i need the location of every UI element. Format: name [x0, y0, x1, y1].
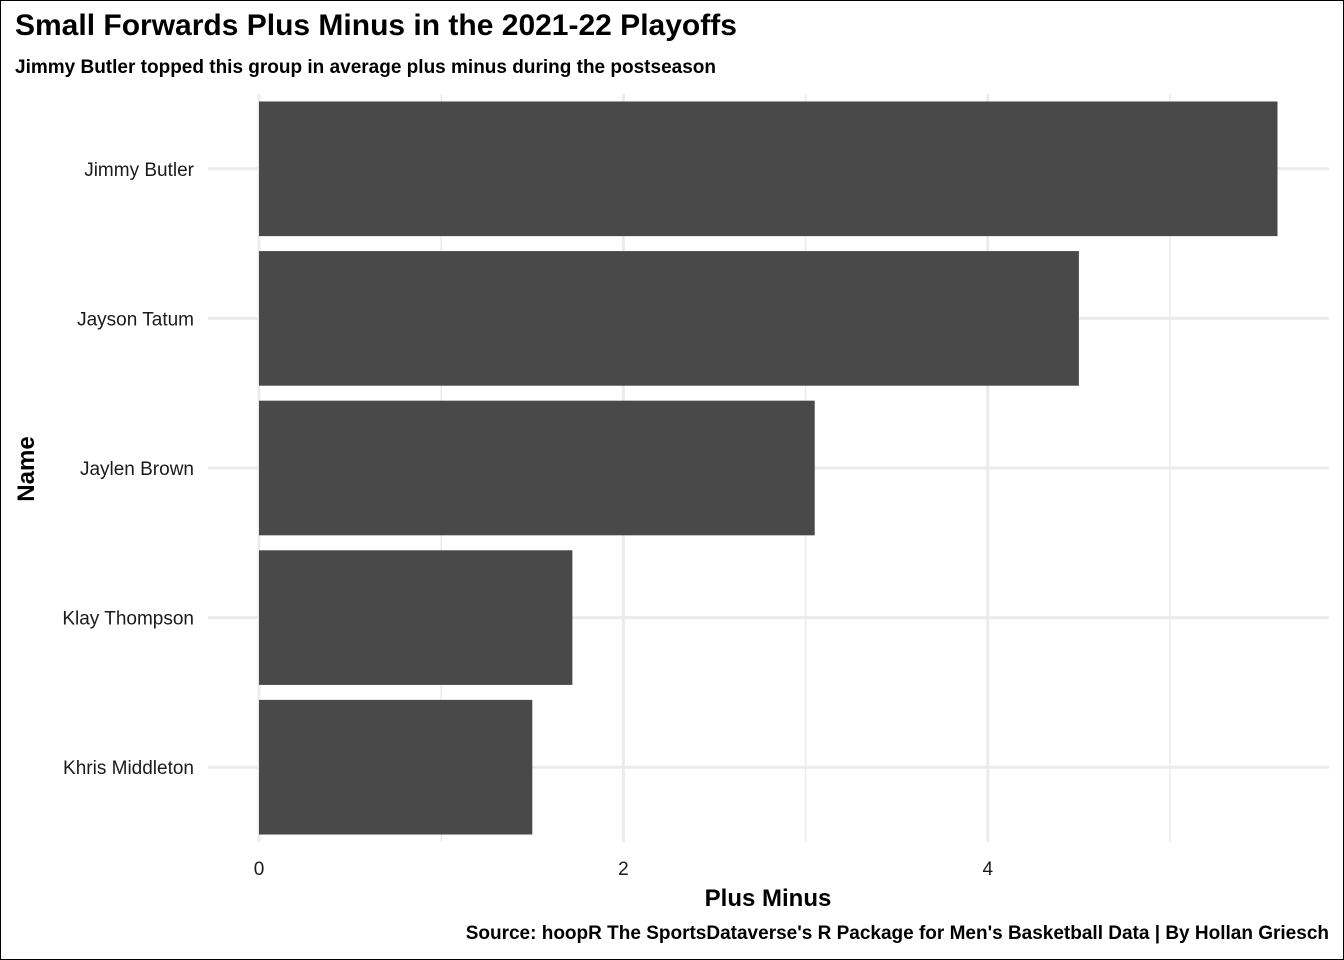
y-tick-label: Jayson Tatum	[77, 309, 194, 330]
bar-jayson-tatum	[259, 251, 1079, 386]
bar-klay-thompson	[259, 550, 573, 685]
x-axis-label: Plus Minus	[705, 885, 832, 912]
y-tick-label: Khris Middleton	[63, 758, 194, 779]
bar-jimmy-butler	[259, 101, 1278, 237]
y-axis-ticks: Jimmy Butler Jayson Tatum Jaylen Brown Klay…	[62, 160, 194, 779]
y-tick-label: Klay Thompson	[62, 609, 194, 630]
chart-title: Small Forwards Plus Minus in the 2021-22…	[15, 9, 737, 42]
x-axis-ticks: 0 2 4	[254, 859, 994, 880]
x-tick-label: 4	[983, 859, 994, 880]
bar-jaylen-brown	[259, 400, 815, 536]
y-tick-label: Jimmy Butler	[84, 160, 194, 181]
bars	[259, 101, 1278, 835]
y-axis-label: Name	[13, 436, 40, 501]
x-tick-label: 2	[618, 859, 629, 880]
x-tick-label: 0	[254, 859, 265, 880]
bar-khris-middleton	[259, 699, 533, 835]
chart-subtitle: Jimmy Butler topped this group in averag…	[15, 57, 716, 78]
chart-caption: Source: hoopR The SportsDataverse's R Pa…	[465, 923, 1329, 944]
y-tick-label: Jaylen Brown	[80, 459, 194, 480]
